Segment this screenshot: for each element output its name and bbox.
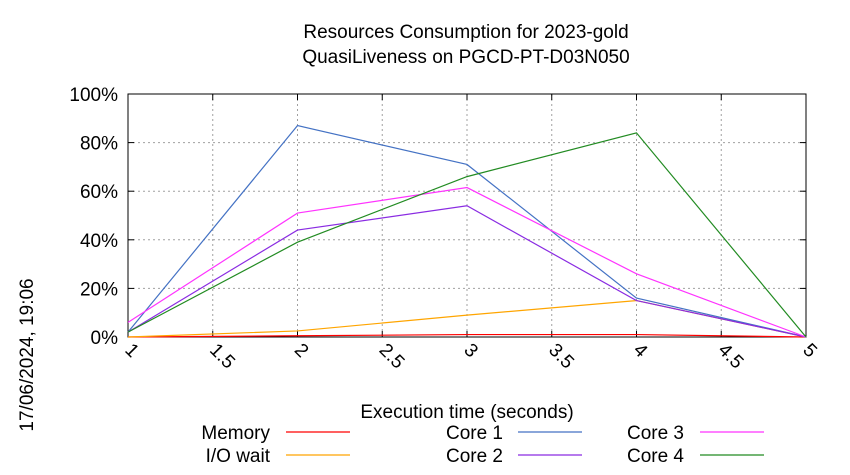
series-line-core-4: [127, 132, 807, 338]
legend-label: Memory: [201, 423, 270, 444]
y-tick-label: 20%: [80, 279, 118, 300]
y-tick-label: 40%: [80, 231, 118, 252]
chart-subtitle: QuasiLiveness on PGCD-PT-D03N050: [302, 47, 629, 68]
legend-label: Core 2: [446, 446, 503, 467]
x-tick-label: 2: [290, 340, 312, 362]
y-tick-label: 60%: [80, 182, 118, 203]
x-tick-label: 5: [798, 340, 820, 362]
grid: [127, 93, 807, 338]
series-line-core-3: [127, 186, 807, 338]
y-tick-label: 100%: [69, 85, 118, 106]
legend-label: Core 1: [446, 423, 503, 444]
series-lines: [127, 124, 807, 338]
x-tick-label: 2.5: [375, 340, 409, 374]
series-line-core-2: [127, 205, 807, 338]
y-axis: 0% 20% 40% 60% 80% 100%: [69, 85, 806, 349]
x-tick-label: 4: [629, 340, 652, 363]
y-tick-label: 80%: [80, 134, 118, 155]
x-tick-label: 1.5: [205, 340, 239, 374]
x-tick-label: 4.5: [714, 340, 748, 374]
series-line-memory: [127, 333, 807, 338]
legend-label: I/O wait: [206, 446, 271, 467]
chart-title: Resources Consumption for 2023-gold: [303, 22, 628, 43]
legend-label: Core 3: [627, 423, 684, 444]
x-tick-label: 3.5: [544, 340, 578, 374]
x-axis: 1 1.5 2 2.5 3 3.5 4 4.5 5: [120, 94, 821, 374]
x-tick-label: 1: [120, 340, 142, 362]
y-tick-label: 0%: [91, 328, 119, 349]
legend-label: Core 4: [627, 446, 684, 467]
timestamp-label: 17/06/2024, 19:06: [17, 278, 38, 431]
x-tick-label: 3: [459, 340, 481, 362]
x-axis-label: Execution time (seconds): [360, 402, 573, 423]
series-line-core-1: [127, 124, 807, 338]
